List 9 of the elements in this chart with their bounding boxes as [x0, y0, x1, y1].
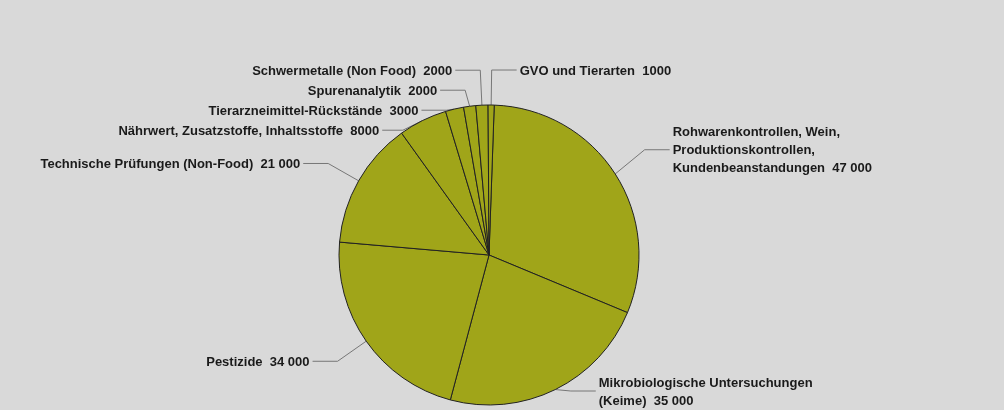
- slice-label: Technische Prüfungen (Non-Food) 21 000: [40, 155, 301, 171]
- slice-label: Schwermetalle (Non Food) 2000: [252, 62, 453, 78]
- slice-label: Pestizide 34 000: [206, 353, 310, 369]
- slice-label: Rohwarenkontrollen, Wein, Produktionskontrollen, Kundenbeanstandungen 47 000: [672, 124, 873, 176]
- slice-label: Mikrobiologische Untersuchungen (Keime) 35 000: [598, 374, 817, 408]
- slice-label: Spurenanalytik 2000: [307, 82, 438, 98]
- slice-label: Nährwert, Zusatzstoffe, Inhaltsstoffe 8000: [118, 122, 380, 138]
- slice-label: GVO und Tierarten 1000: [519, 62, 672, 78]
- slice-label: Tierarzneimittel-Rückstände 3000: [208, 102, 419, 118]
